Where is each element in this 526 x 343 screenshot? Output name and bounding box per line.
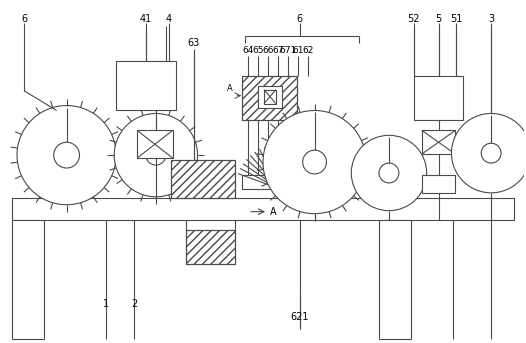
Bar [137,130,173,158]
Text: A: A [270,207,277,217]
Bar [171,160,235,198]
Bar [422,130,456,154]
Bar [379,220,411,339]
Bar [264,90,276,104]
Bar [242,76,297,120]
Text: 61: 61 [292,47,304,56]
Text: 64: 64 [242,47,254,56]
Text: 63: 63 [187,38,200,48]
Bar [242,76,297,120]
Circle shape [481,143,501,163]
Bar [12,220,44,339]
Text: 671: 671 [279,47,297,56]
Text: 2: 2 [131,299,137,309]
Circle shape [263,110,366,214]
Bar [422,175,456,193]
Circle shape [302,150,327,174]
Circle shape [379,163,399,183]
Text: 4: 4 [166,14,172,24]
Circle shape [54,142,79,168]
Bar [186,229,235,264]
Text: 6: 6 [21,14,27,24]
Circle shape [17,106,116,205]
Bar [186,229,235,264]
Text: 1: 1 [103,299,109,309]
Bar [258,86,282,107]
Bar [242,175,319,189]
Text: 5: 5 [436,14,442,24]
Bar [171,160,235,198]
Bar [414,76,463,120]
Circle shape [114,114,198,197]
Circle shape [451,114,526,193]
Text: 51: 51 [450,14,462,24]
Bar [12,198,514,220]
Text: 3: 3 [488,14,494,24]
Text: A: A [227,84,232,93]
Text: 67: 67 [272,47,284,56]
Text: 52: 52 [408,14,420,24]
Circle shape [351,135,427,211]
Text: 6: 6 [297,14,303,24]
Text: 65: 65 [252,47,264,56]
Text: 62: 62 [302,47,313,56]
Text: 66: 66 [262,47,274,56]
Bar [116,61,176,110]
Circle shape [146,145,166,165]
Text: 621: 621 [290,312,309,322]
Text: 41: 41 [140,14,152,24]
